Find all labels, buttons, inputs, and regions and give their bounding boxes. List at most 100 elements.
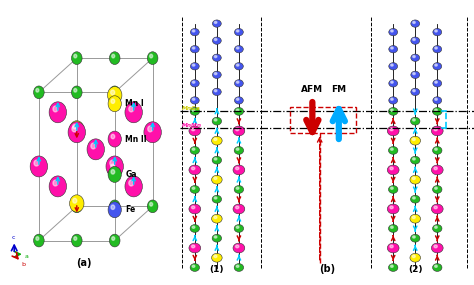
Circle shape: [49, 102, 66, 123]
Circle shape: [110, 90, 115, 95]
Circle shape: [108, 131, 121, 147]
Circle shape: [212, 234, 221, 242]
Circle shape: [109, 200, 120, 213]
Circle shape: [189, 126, 201, 136]
Circle shape: [431, 204, 443, 214]
Circle shape: [235, 80, 243, 87]
Circle shape: [125, 102, 142, 123]
Circle shape: [106, 156, 123, 177]
Circle shape: [112, 54, 115, 58]
Circle shape: [413, 38, 415, 40]
Circle shape: [413, 73, 415, 75]
Circle shape: [234, 186, 244, 193]
Circle shape: [433, 225, 442, 232]
Circle shape: [112, 89, 115, 92]
Circle shape: [214, 158, 217, 160]
Circle shape: [412, 177, 415, 180]
Circle shape: [237, 47, 239, 49]
Circle shape: [108, 202, 121, 218]
Circle shape: [150, 203, 153, 206]
Circle shape: [111, 170, 115, 174]
Text: AFM: AFM: [301, 86, 323, 95]
Circle shape: [410, 214, 420, 223]
Text: MnMn: MnMn: [182, 123, 201, 128]
Circle shape: [74, 203, 77, 206]
Circle shape: [72, 126, 77, 132]
Circle shape: [235, 63, 243, 70]
Text: Fe: Fe: [125, 205, 136, 214]
Circle shape: [34, 86, 44, 99]
Circle shape: [214, 90, 217, 92]
Circle shape: [410, 234, 420, 242]
Text: Mn I: Mn I: [125, 99, 144, 108]
Circle shape: [192, 148, 195, 150]
Circle shape: [211, 136, 222, 145]
Circle shape: [109, 234, 120, 247]
Circle shape: [433, 264, 442, 271]
Circle shape: [191, 80, 199, 87]
Circle shape: [108, 96, 121, 112]
Circle shape: [189, 165, 201, 175]
Circle shape: [214, 177, 217, 180]
Circle shape: [236, 109, 239, 111]
Circle shape: [72, 52, 82, 64]
Text: (b): (b): [319, 264, 335, 274]
Circle shape: [390, 245, 393, 248]
Text: Ga: Ga: [125, 170, 137, 179]
Circle shape: [389, 80, 398, 87]
Circle shape: [234, 225, 244, 232]
Circle shape: [435, 265, 437, 267]
Circle shape: [412, 255, 415, 258]
Circle shape: [237, 81, 239, 83]
Text: FM: FM: [331, 86, 346, 95]
Circle shape: [234, 264, 244, 271]
Circle shape: [410, 117, 420, 125]
Circle shape: [214, 255, 217, 258]
Text: (a): (a): [77, 258, 92, 268]
Text: a: a: [25, 254, 28, 259]
Circle shape: [433, 97, 442, 104]
Circle shape: [191, 167, 195, 170]
Circle shape: [192, 81, 195, 83]
Circle shape: [212, 88, 221, 95]
Circle shape: [233, 243, 245, 253]
Circle shape: [435, 148, 437, 150]
Circle shape: [435, 226, 437, 228]
Circle shape: [34, 160, 39, 166]
Circle shape: [125, 176, 142, 197]
Circle shape: [389, 28, 398, 36]
Circle shape: [74, 237, 77, 240]
Circle shape: [191, 28, 199, 36]
Circle shape: [434, 167, 437, 170]
Circle shape: [87, 139, 104, 160]
Circle shape: [192, 265, 195, 267]
Circle shape: [214, 197, 217, 199]
Circle shape: [109, 52, 120, 64]
Circle shape: [234, 146, 244, 154]
Circle shape: [150, 54, 153, 58]
Circle shape: [237, 98, 239, 100]
Circle shape: [108, 87, 122, 104]
Circle shape: [435, 109, 437, 111]
Circle shape: [413, 90, 415, 92]
Circle shape: [72, 234, 82, 247]
Circle shape: [189, 204, 201, 214]
Circle shape: [191, 245, 195, 248]
Circle shape: [34, 234, 44, 247]
Circle shape: [433, 107, 442, 115]
Circle shape: [192, 30, 195, 32]
Circle shape: [74, 54, 77, 58]
Circle shape: [53, 180, 58, 186]
Circle shape: [435, 30, 437, 32]
Circle shape: [147, 52, 158, 64]
Text: c: c: [11, 235, 15, 241]
Circle shape: [237, 64, 239, 66]
Circle shape: [411, 20, 419, 27]
Circle shape: [387, 165, 399, 175]
Circle shape: [109, 86, 120, 99]
Circle shape: [211, 253, 222, 262]
Circle shape: [391, 81, 393, 83]
Circle shape: [189, 243, 201, 253]
Circle shape: [192, 64, 195, 66]
Circle shape: [434, 128, 437, 131]
